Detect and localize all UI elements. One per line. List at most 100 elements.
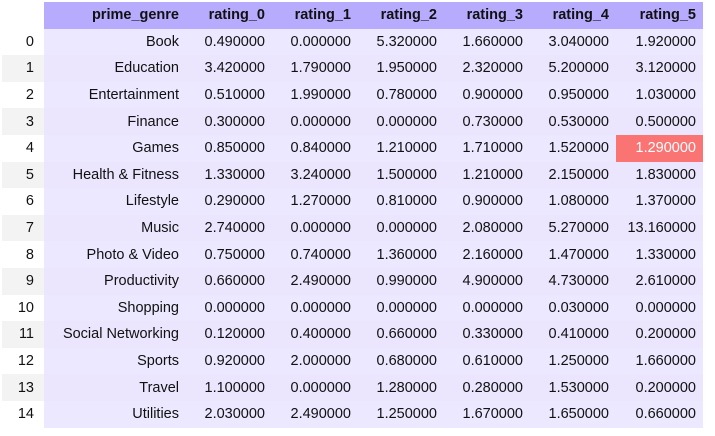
table-cell-rating-1: 0.000000 [272, 28, 358, 56]
table-cell-rating-0: 0.120000 [186, 321, 272, 348]
table-row: 10 Shopping 0.000000 0.000000 0.000000 0.0000… [2, 294, 703, 322]
table-cell-prime-genre: Music [44, 214, 186, 242]
table-cell-rating-1: 0.000000 [272, 108, 358, 135]
table-cell-rating-2: 5.320000 [358, 28, 444, 56]
row-index: 12 [2, 347, 44, 375]
table-cell-rating-4: 0.950000 [530, 81, 616, 109]
table-cell-rating-1: 2.000000 [272, 347, 358, 375]
table-row: 8 Photo & Video 0.750000 0.740000 1.360000 2.… [2, 241, 703, 268]
table-cell-rating-2: 1.250000 [358, 400, 444, 428]
table-cell-rating-4: 4.730000 [530, 267, 616, 295]
table-cell-rating-3: 0.610000 [444, 347, 530, 375]
table-cell-rating-2: 0.990000 [358, 267, 444, 295]
table-cell-rating-0: 0.850000 [186, 134, 272, 162]
row-index: 0 [2, 28, 44, 56]
table-cell-prime-genre: Finance [44, 108, 186, 135]
table-cell-prime-genre: Lifestyle [44, 188, 186, 215]
table-row: 5 Health & Fitness 1.330000 3.240000 1.50000… [2, 161, 703, 189]
row-index: 5 [2, 161, 44, 189]
table-cell-rating-1: 2.490000 [272, 400, 358, 428]
table-cell-rating-0: 2.030000 [186, 400, 272, 428]
table-cell-rating-5: 0.660000 [616, 400, 703, 428]
table-cell-rating-0: 2.740000 [186, 214, 272, 242]
table-cell-rating-2: 0.810000 [358, 188, 444, 215]
row-index: 7 [2, 214, 44, 242]
table-cell-rating-3: 0.000000 [444, 294, 530, 322]
table-row: 13 Travel 1.100000 0.000000 1.280000 0.280000… [2, 374, 703, 401]
table-cell-rating-4: 1.080000 [530, 188, 616, 215]
table-cell-prime-genre: Social Networking [44, 321, 186, 348]
table-cell-rating-0: 0.750000 [186, 241, 272, 268]
table-row: 7 Music 2.740000 0.000000 0.000000 2.080000 5.… [2, 214, 703, 242]
table-cell-rating-5: 1.830000 [616, 161, 703, 189]
table-cell-rating-5: 1.030000 [616, 81, 703, 109]
table-cell-rating-0: 0.000000 [186, 294, 272, 322]
table-cell-rating-0: 0.290000 [186, 188, 272, 215]
table-cell-rating-5: 1.660000 [616, 347, 703, 375]
table-cell-prime-genre: Travel [44, 374, 186, 401]
table-cell-rating-4: 1.470000 [530, 241, 616, 268]
table-cell-rating-4: 1.650000 [530, 400, 616, 428]
table-row: 14 Utilities 2.030000 2.490000 1.250000 1.670… [2, 400, 703, 428]
table-cell-rating-0: 1.100000 [186, 374, 272, 401]
table-cell-rating-0: 0.490000 [186, 28, 272, 56]
table-cell-rating-4: 3.040000 [530, 28, 616, 56]
table-cell-prime-genre: Photo & Video [44, 241, 186, 268]
table-cell-rating-5: 0.000000 [616, 294, 703, 322]
row-index: 14 [2, 400, 44, 428]
table-cell-rating-0: 0.510000 [186, 81, 272, 109]
row-index: 9 [2, 267, 44, 295]
table-row: 11 Social Networking 0.120000 0.400000 0.660… [2, 321, 703, 348]
column-header-rating-4: rating_4 [530, 2, 616, 29]
table-cell-rating-3: 0.900000 [444, 188, 530, 215]
table-cell-rating-0: 0.660000 [186, 267, 272, 295]
column-header-prime-genre: prime_genre [44, 2, 186, 29]
table-cell-rating-4: 1.520000 [530, 134, 616, 162]
table-cell-prime-genre: Sports [44, 347, 186, 375]
row-index: 4 [2, 134, 44, 162]
table-cell-rating-2: 1.950000 [358, 55, 444, 82]
table-cell-rating-3: 2.160000 [444, 241, 530, 268]
table-cell-rating-1: 2.490000 [272, 267, 358, 295]
column-header-rating-3: rating_3 [444, 2, 530, 29]
table-cell-rating-2: 0.000000 [358, 294, 444, 322]
table-cell-rating-5: 2.610000 [616, 267, 703, 295]
table-cell-rating-4: 0.530000 [530, 108, 616, 135]
table-cell-rating-5: 0.200000 [616, 321, 703, 348]
table-cell-prime-genre: Entertainment [44, 81, 186, 109]
table-cell-rating-2: 1.360000 [358, 241, 444, 268]
table-cell-rating-5: 3.120000 [616, 55, 703, 82]
table-cell-rating-1: 1.790000 [272, 55, 358, 82]
row-index: 10 [2, 294, 44, 322]
table-cell-rating-5: 0.500000 [616, 108, 703, 135]
row-index: 8 [2, 241, 44, 268]
table-cell-rating-4: 5.270000 [530, 214, 616, 242]
table-body: 0 Book 0.490000 0.000000 5.320000 1.660000 3.0… [2, 28, 703, 428]
row-index: 3 [2, 108, 44, 135]
table-cell-rating-0: 0.920000 [186, 347, 272, 375]
table-cell-rating-2: 0.660000 [358, 321, 444, 348]
table-cell-rating-1: 0.000000 [272, 294, 358, 322]
table-cell-rating-2: 0.000000 [358, 108, 444, 135]
column-header-rating-2: rating_2 [358, 2, 444, 29]
table-cell-rating-5: 0.200000 [616, 374, 703, 401]
table-cell-rating-4: 0.030000 [530, 294, 616, 322]
table-cell-rating-2: 0.780000 [358, 81, 444, 109]
table-cell-rating-5: 1.330000 [616, 241, 703, 268]
table-cell-rating-2: 1.280000 [358, 374, 444, 401]
table-cell-rating-1: 0.740000 [272, 241, 358, 268]
table-row: 4 Games 0.850000 0.840000 1.210000 1.710000 1.… [2, 134, 703, 162]
table-cell-rating-1: 1.990000 [272, 81, 358, 109]
table-cell-prime-genre: Utilities [44, 400, 186, 428]
column-header-rating-0: rating_0 [186, 2, 272, 29]
table-cell-rating-3: 1.660000 [444, 28, 530, 56]
table-cell-rating-1: 1.270000 [272, 188, 358, 215]
row-index: 6 [2, 188, 44, 215]
table-cell-prime-genre: Education [44, 55, 186, 82]
table-row: 2 Entertainment 0.510000 1.990000 0.780000 0.… [2, 81, 703, 109]
table-header: prime_genre rating_0 rating_1 rating_2 r… [2, 2, 703, 29]
table-cell-rating-2: 1.500000 [358, 161, 444, 189]
table-cell-rating-3: 0.280000 [444, 374, 530, 401]
table-cell-rating-3: 1.710000 [444, 134, 530, 162]
index-header [2, 2, 44, 29]
